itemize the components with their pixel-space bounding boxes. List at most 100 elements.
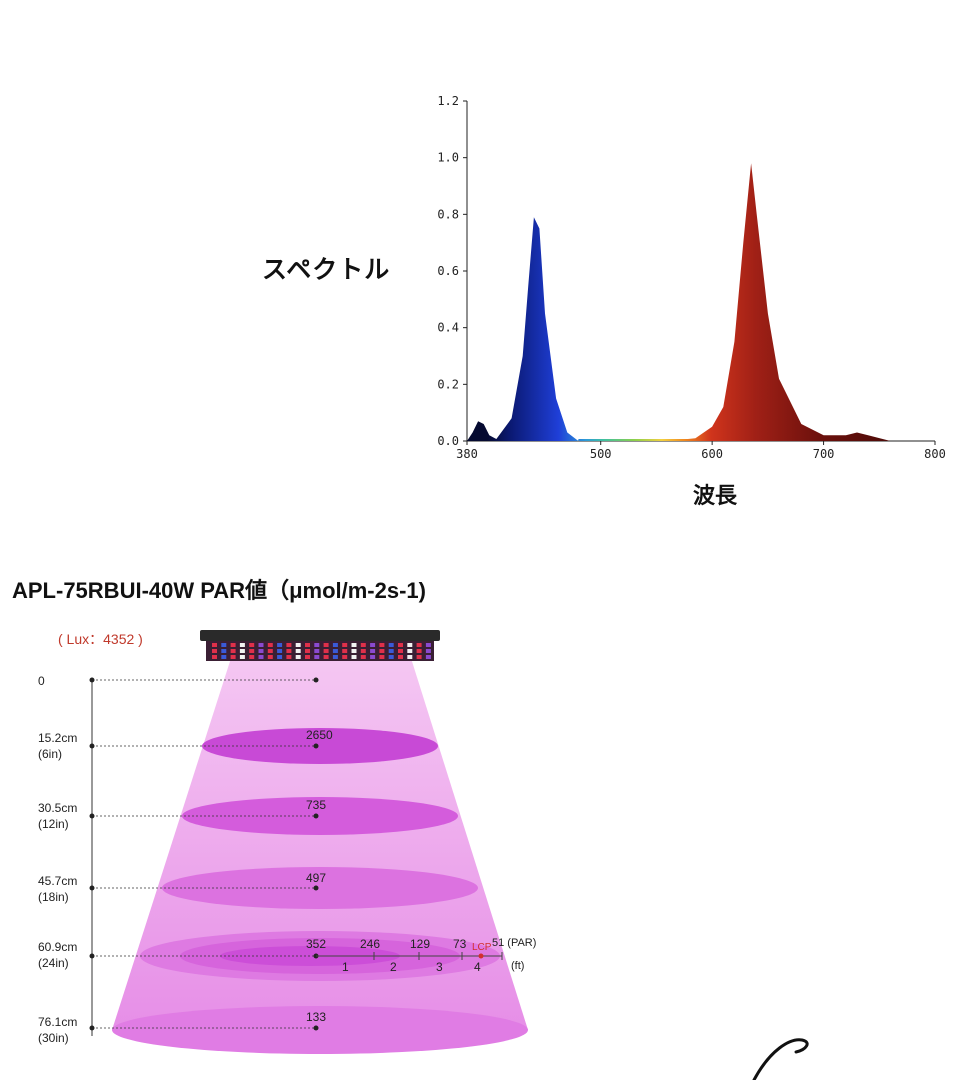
ft-label-4: 4 bbox=[474, 960, 481, 974]
ft-label-1: 1 bbox=[342, 960, 349, 974]
distance-label-18in: 45.7cm (18in) bbox=[38, 874, 78, 904]
spectrum-y-tick-label: 0.8 bbox=[437, 207, 459, 221]
lamp-led bbox=[379, 655, 385, 659]
par-title: APL-75RBUI-40W PAR値（μmol/m-2s-1) bbox=[12, 578, 426, 603]
lamp-led bbox=[360, 643, 366, 647]
lamp-led bbox=[425, 655, 431, 659]
spectrum-y-tick-label: 0.2 bbox=[437, 377, 459, 391]
par-center-dot bbox=[313, 885, 319, 891]
distance-label-6in: 15.2cm (6in) bbox=[38, 731, 78, 761]
lamp-led bbox=[314, 649, 320, 653]
lamp-led bbox=[305, 649, 310, 653]
lamp-led bbox=[239, 655, 245, 659]
lamp-led bbox=[360, 649, 366, 653]
lamp-led bbox=[370, 655, 376, 659]
spectrum-series-1 bbox=[494, 217, 579, 441]
distance-axis-dot bbox=[89, 813, 95, 819]
lamp-led bbox=[277, 649, 283, 653]
lamp-led bbox=[416, 649, 422, 653]
par-center-dot bbox=[313, 813, 319, 819]
spectrum-x-tick-label: 800 bbox=[924, 447, 946, 461]
spectrum-x-tick-label: 600 bbox=[701, 447, 723, 461]
lamp-led bbox=[416, 655, 422, 659]
distance-axis-dot bbox=[89, 743, 95, 749]
ring-6in bbox=[202, 728, 438, 764]
spectrum-series-0 bbox=[467, 421, 501, 441]
lamp-led bbox=[258, 643, 264, 647]
lamp-led bbox=[249, 643, 255, 647]
lamp-led bbox=[416, 643, 422, 647]
lamp-led bbox=[351, 643, 357, 647]
lamp-led bbox=[295, 643, 301, 647]
spectrum-y-tick-label: 1.2 bbox=[437, 94, 459, 108]
lamp-led bbox=[305, 655, 310, 659]
par-horizontal-value-3ft: 73 bbox=[453, 937, 467, 951]
spectrum-y-axis-label: スペクトル bbox=[262, 255, 391, 284]
lamp-led bbox=[212, 655, 217, 659]
spectrum-y-tick-label: 0.4 bbox=[437, 321, 459, 335]
ft-label-2: 2 bbox=[390, 960, 397, 974]
light-cone-base bbox=[112, 1006, 528, 1054]
lamp-led bbox=[332, 643, 338, 647]
distance-axis-dot bbox=[89, 953, 95, 959]
lamp-led bbox=[230, 655, 236, 659]
lamp-led bbox=[230, 649, 236, 653]
lamp-led bbox=[323, 655, 329, 659]
lamp-led bbox=[286, 655, 292, 659]
lamp-led bbox=[239, 643, 245, 647]
lamp-led bbox=[314, 643, 320, 647]
lamp-led bbox=[258, 649, 264, 653]
lamp-led bbox=[332, 655, 338, 659]
lamp-led bbox=[360, 655, 366, 659]
lamp-led bbox=[342, 649, 348, 653]
par-center-dot bbox=[313, 677, 319, 683]
lamp-led bbox=[342, 643, 348, 647]
lamp-led bbox=[351, 655, 357, 659]
lcp-dot bbox=[478, 953, 484, 959]
lamp-led bbox=[398, 655, 403, 659]
par-value-30in: 133 bbox=[306, 1010, 327, 1024]
ring-18in bbox=[162, 867, 478, 909]
distance-label-0: 0 bbox=[38, 674, 45, 688]
lamp-led bbox=[221, 649, 227, 653]
lamp-led bbox=[407, 649, 413, 653]
lamp-led bbox=[323, 649, 329, 653]
spectrum-x-tick-label: 380 bbox=[456, 447, 478, 461]
par-horizontal-value-2ft: 129 bbox=[410, 937, 431, 951]
par-value-24in: 352 bbox=[306, 937, 327, 951]
lamp-led bbox=[398, 649, 403, 653]
lamp-led bbox=[407, 655, 413, 659]
spectrum-chart: 0.0 0.2 0.4 0.6 0.8 1.0 1.2 380 500 600 700 800 bbox=[437, 94, 946, 461]
lamp-led bbox=[342, 655, 348, 659]
lamp-led bbox=[277, 643, 283, 647]
lamp-led bbox=[388, 649, 394, 653]
lamp-led bbox=[212, 649, 217, 653]
lamp-led bbox=[239, 649, 245, 653]
lamp-led bbox=[267, 649, 273, 653]
lamp-led bbox=[286, 649, 292, 653]
lamp-led bbox=[425, 649, 431, 653]
lamp-led bbox=[230, 643, 236, 647]
lamp-led bbox=[407, 643, 413, 647]
lamp-led bbox=[332, 649, 338, 653]
lamp-led bbox=[295, 655, 301, 659]
lamp-led bbox=[221, 655, 227, 659]
spectrum-axes: 0.0 0.2 0.4 0.6 0.8 1.0 1.2 380 500 600 700 800 bbox=[437, 94, 946, 461]
lamp-led bbox=[221, 643, 227, 647]
lamp-led bbox=[212, 643, 217, 647]
spectrum-x-tick-label: 500 bbox=[590, 447, 612, 461]
distance-axis-dot bbox=[89, 677, 95, 683]
spectrum-x-tick-label: 700 bbox=[813, 447, 835, 461]
lamp-led bbox=[370, 643, 376, 647]
lamp-led bbox=[314, 655, 320, 659]
lamp-led bbox=[286, 643, 292, 647]
ring-12in bbox=[182, 797, 458, 835]
lux-reading: ( Lux：4352 ) bbox=[58, 631, 143, 647]
spectrum-series-2 bbox=[578, 163, 913, 442]
spectrum-baseline-emission bbox=[578, 439, 701, 441]
lamp-led bbox=[267, 643, 273, 647]
grow-lamp bbox=[200, 630, 440, 661]
signature-scribble bbox=[752, 1038, 809, 1080]
lamp-led bbox=[277, 655, 283, 659]
